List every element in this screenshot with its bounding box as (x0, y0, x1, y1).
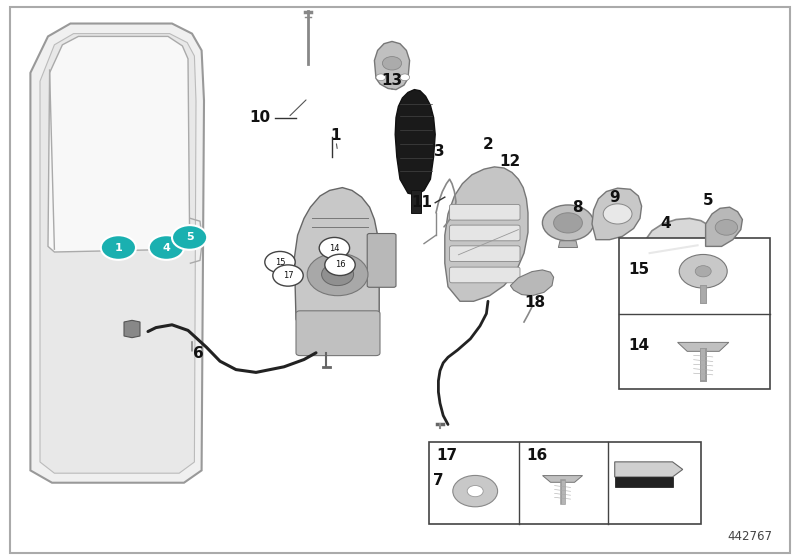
Polygon shape (542, 475, 582, 482)
Text: 2: 2 (482, 137, 494, 152)
Polygon shape (374, 41, 410, 90)
Text: 6: 6 (193, 347, 204, 361)
Text: 10: 10 (250, 110, 270, 125)
Circle shape (172, 225, 207, 250)
Circle shape (273, 265, 303, 286)
Circle shape (467, 486, 483, 497)
FancyBboxPatch shape (619, 238, 770, 389)
FancyBboxPatch shape (450, 267, 520, 283)
Text: 18: 18 (524, 295, 545, 310)
Polygon shape (640, 218, 715, 267)
FancyBboxPatch shape (450, 204, 520, 220)
FancyBboxPatch shape (10, 7, 790, 553)
Text: 4: 4 (162, 242, 170, 253)
Text: 9: 9 (609, 190, 620, 204)
Polygon shape (706, 207, 742, 246)
Polygon shape (40, 34, 196, 473)
Text: 5: 5 (702, 193, 714, 208)
Circle shape (149, 235, 184, 260)
Polygon shape (124, 320, 140, 338)
Text: 4: 4 (660, 217, 671, 231)
Text: 12: 12 (500, 154, 521, 169)
Text: 1: 1 (330, 128, 342, 143)
Circle shape (101, 235, 136, 260)
Polygon shape (445, 167, 528, 301)
FancyBboxPatch shape (450, 246, 520, 262)
FancyBboxPatch shape (367, 234, 396, 287)
Text: 13: 13 (382, 73, 402, 88)
Text: 17: 17 (437, 448, 458, 463)
FancyBboxPatch shape (450, 225, 520, 241)
Polygon shape (411, 190, 421, 213)
Circle shape (376, 74, 386, 81)
Polygon shape (294, 188, 379, 348)
Text: 15: 15 (629, 262, 650, 277)
Polygon shape (678, 342, 729, 351)
Polygon shape (395, 90, 435, 195)
Circle shape (325, 254, 355, 276)
Circle shape (554, 213, 582, 233)
Text: 7: 7 (433, 473, 444, 488)
Polygon shape (614, 462, 682, 477)
Text: 17: 17 (282, 271, 294, 280)
Circle shape (542, 205, 594, 241)
Text: 5: 5 (186, 232, 194, 242)
Circle shape (400, 74, 410, 81)
FancyBboxPatch shape (429, 442, 701, 524)
Text: 1: 1 (114, 242, 122, 253)
FancyBboxPatch shape (296, 311, 380, 356)
Circle shape (679, 254, 727, 288)
Polygon shape (30, 24, 204, 483)
Text: 14: 14 (329, 244, 340, 253)
Circle shape (319, 237, 350, 259)
Polygon shape (614, 477, 673, 487)
Circle shape (322, 263, 354, 286)
Circle shape (307, 253, 368, 296)
Circle shape (695, 265, 711, 277)
Text: 16: 16 (526, 448, 548, 463)
Polygon shape (48, 36, 190, 252)
Text: 8: 8 (572, 200, 583, 214)
Polygon shape (558, 241, 578, 248)
Circle shape (453, 475, 498, 507)
Polygon shape (592, 188, 642, 240)
Circle shape (715, 220, 738, 235)
Circle shape (382, 57, 402, 70)
Text: 11: 11 (411, 195, 432, 210)
Text: 442767: 442767 (727, 530, 772, 543)
Circle shape (265, 251, 295, 273)
Text: 16: 16 (334, 260, 346, 269)
Polygon shape (510, 270, 554, 296)
Text: 3: 3 (434, 144, 444, 158)
Circle shape (603, 204, 632, 224)
Text: 14: 14 (629, 338, 650, 353)
Text: 15: 15 (274, 258, 286, 267)
